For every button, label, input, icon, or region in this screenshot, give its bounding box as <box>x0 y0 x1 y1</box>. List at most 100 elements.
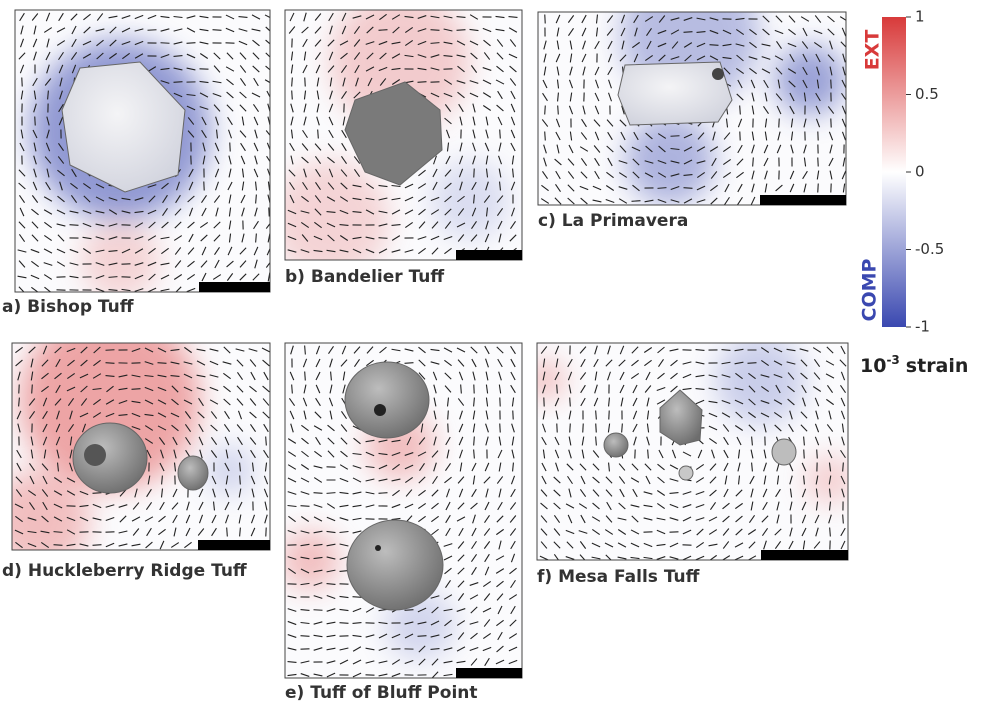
displacement-arrow <box>843 463 844 472</box>
displacement-arrow <box>32 385 33 394</box>
displacement-arrow <box>843 515 844 524</box>
vesicle <box>375 545 381 551</box>
colorbar <box>882 17 906 327</box>
displacement-arrow <box>292 91 293 100</box>
scale-bar <box>456 250 522 260</box>
displacement-arrow <box>161 43 170 44</box>
displacement-arrow <box>431 30 440 31</box>
strain-tint <box>280 530 340 590</box>
displacement-arrow <box>448 411 449 420</box>
colorbar-tick-label: 1 <box>915 8 925 26</box>
vesicle <box>712 68 724 80</box>
displacement-arrow <box>461 385 462 394</box>
panel-label: d) Huckleberry Ridge Tuff <box>2 561 247 581</box>
displacement-arrow <box>509 17 518 18</box>
colorbar-tick-label: -1 <box>915 318 930 336</box>
grain <box>73 423 147 493</box>
displacement-arrow <box>596 424 597 433</box>
grain <box>604 433 628 457</box>
displacement-arrow <box>35 117 36 126</box>
displacement-arrow <box>648 450 649 459</box>
panel-label: b) Bandelier Tuff <box>285 267 444 287</box>
scale-bar <box>198 540 270 550</box>
displacement-arrow <box>158 363 167 364</box>
grain <box>347 520 443 610</box>
displacement-arrow <box>93 545 102 546</box>
displacement-arrow <box>227 528 228 537</box>
panel-image <box>280 343 522 679</box>
displacement-arrow <box>818 184 819 193</box>
displacement-arrow <box>500 424 501 433</box>
displacement-arrow <box>748 363 757 364</box>
displacement-arrow <box>305 78 306 87</box>
displacement-arrow <box>722 389 731 390</box>
strain-tint <box>525 360 565 400</box>
displacement-arrow <box>722 350 731 351</box>
displacement-arrow <box>632 201 641 202</box>
displacement-arrow <box>213 30 222 31</box>
displacement-arrow <box>119 415 128 416</box>
displacement-arrow <box>305 346 306 355</box>
colorbar-tick-label: -0.5 <box>915 240 944 258</box>
displacement-arrow <box>187 43 196 44</box>
panel-image <box>0 310 270 570</box>
displacement-arrow <box>314 493 323 494</box>
displacement-arrow <box>557 385 558 394</box>
displacement-arrow <box>596 437 597 446</box>
displacement-arrow <box>558 106 559 115</box>
displacement-arrow <box>596 411 597 420</box>
displacement-arrow <box>93 493 102 494</box>
displacement-arrow <box>379 30 388 31</box>
displacement-arrow <box>132 389 141 390</box>
displacement-arrow <box>340 623 349 624</box>
displacement-arrow <box>106 363 115 364</box>
displacement-arrow <box>684 188 693 189</box>
panel-image <box>525 335 855 562</box>
panel-label: a) Bishop Tuff <box>2 297 134 317</box>
panel: a) Bishop Tuff <box>2 10 273 317</box>
displacement-arrow <box>658 188 667 189</box>
displacement-arrow <box>70 225 79 226</box>
grain <box>178 456 208 490</box>
unit-base: 10 <box>860 355 886 377</box>
panel-label: e) Tuff of Bluff Point <box>285 683 478 703</box>
displacement-arrow <box>830 528 831 537</box>
unit-label: 10-3 strain <box>860 353 968 377</box>
panel: c) La Primavera <box>538 0 848 231</box>
ext-label: EXT <box>862 30 884 71</box>
panel: b) Bandelier Tuff <box>270 0 522 287</box>
displacement-arrow <box>405 363 414 364</box>
displacement-arrow <box>753 158 754 167</box>
displacement-arrow <box>109 277 118 278</box>
displacement-arrow <box>174 82 183 83</box>
unit-exponent: -3 <box>886 353 899 367</box>
scale-bar <box>760 195 846 205</box>
displacement-arrow <box>301 636 310 637</box>
scale-bar <box>456 668 522 678</box>
vesicle <box>84 444 106 466</box>
displacement-arrow <box>583 424 584 433</box>
displacement-arrow <box>240 476 241 485</box>
grain <box>679 466 693 480</box>
displacement-arrow <box>671 136 680 137</box>
displacement-arrow <box>54 532 63 533</box>
displacement-arrow <box>779 119 780 128</box>
grain <box>772 439 796 465</box>
displacement-arrow <box>831 80 832 89</box>
displacement-arrow <box>301 506 310 507</box>
displacement-arrow <box>305 372 306 381</box>
displacement-arrow <box>500 130 501 139</box>
unit-text: strain <box>906 355 969 377</box>
displacement-arrow <box>292 385 293 394</box>
vesicle <box>374 404 386 416</box>
displacement-arrow <box>570 398 571 407</box>
displacement-arrow <box>570 424 571 433</box>
panel: f) Mesa Falls Tuff <box>525 335 855 587</box>
displacement-arrow <box>474 437 475 446</box>
displacement-arrow <box>622 424 623 433</box>
panel: d) Huckleberry Ridge Tuff <box>0 310 270 581</box>
colorbar-tick-label: 0 <box>915 163 925 181</box>
scale-bar <box>761 550 848 560</box>
panel-label: c) La Primavera <box>538 211 688 231</box>
displacement-arrow <box>457 30 466 31</box>
